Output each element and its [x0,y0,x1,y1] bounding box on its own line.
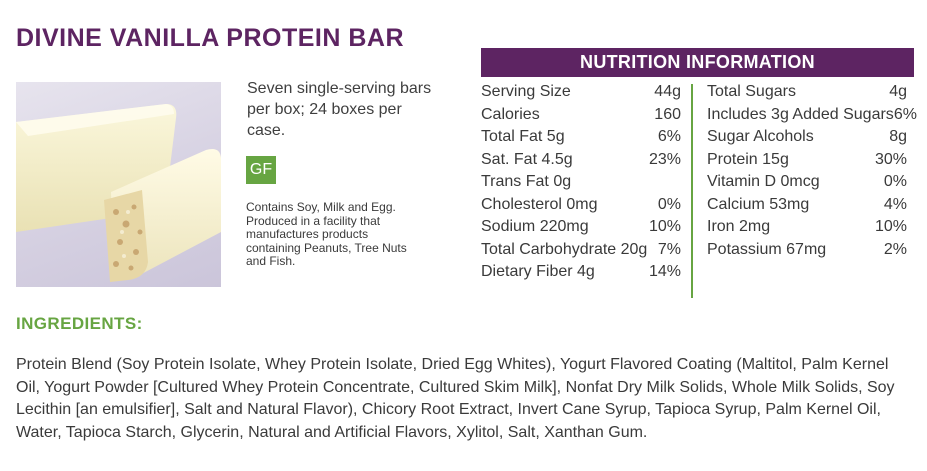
product-description: Seven single-serving bars per box; 24 bo… [247,80,432,139]
nutrient-value: 6% [657,128,681,145]
nutrient-label: Cholesterol 0mg [481,195,598,213]
ingredients-heading: INGREDIENTS: [16,314,143,333]
nutrient-label: Sodium 220mg [481,218,589,235]
nutrition-row: Vitamin D 0mcg 0% [707,171,907,194]
nutrition-row: Calories 160 [481,104,681,127]
nutrition-row: Total Sugars 4g [707,81,907,104]
nutrient-value: 0% [883,173,907,190]
nutrition-row: Protein 15g 30% [707,149,907,172]
allergen-note: Contains Soy, Milk and Egg. Produced in … [246,200,407,268]
nutrition-row: Iron 2mg 10% [707,216,907,239]
nutrient-value: 8g [889,128,907,145]
nutrient-label: Sat. Fat 4.5g [481,150,573,168]
protein-bar-image [16,104,221,282]
nutrition-column-left: Serving Size 44g Calories 160 Total Fat 5g… [481,81,681,284]
nutrient-label: Total Sugars [707,83,796,100]
nutrition-row: Total Carbohydrate 20g 7% [481,239,681,262]
nutrition-row: Trans Fat 0g [481,171,681,194]
nutrient-value: 14% [648,263,681,280]
nutrient-value: 4g [889,83,907,100]
nutrition-row: Total Fat 5g 6% [481,126,681,149]
nutrition-row: Includes 3g Added Sugars 6% [707,104,917,127]
nutrient-value: 0% [657,195,681,213]
nutrient-value: 10% [874,218,907,235]
nutrient-label: Iron 2mg [707,218,771,235]
nutrition-row: Sat. Fat 4.5g 23% [481,149,681,172]
nutrient-label: Dietary Fiber 4g [481,263,595,280]
nutrient-label: Potassium 67mg [707,240,827,258]
nutrient-label: Calcium 53mg [707,195,810,213]
nutrition-row: Serving Size 44g [481,81,681,104]
gluten-free-badge: GF [246,156,276,184]
nutrient-value: 2% [883,240,907,258]
nutrient-label: Calories [481,105,540,123]
nutrient-label: Protein 15g [707,150,789,168]
nutrient-value: 44g [654,83,681,100]
nutrition-column-right: Total Sugars 4g Includes 3g Added Sugars 6… [707,81,917,262]
nutrient-label: Sugar Alcohols [707,128,814,145]
nutrient-label: Total Fat 5g [481,128,565,145]
product-photo [16,82,221,287]
nutrient-value: 10% [648,218,681,235]
nutrient-label: Vitamin D 0mcg [707,173,820,190]
ingredients-text: Protein Blend (Soy Protein Isolate, Whey… [16,356,895,441]
nutrition-row: Sodium 220mg 10% [481,216,681,239]
nutrient-value: 160 [654,105,681,123]
nutrient-value: 6% [893,105,917,123]
nutrient-value: 7% [657,240,681,258]
nutrient-label: Total Carbohydrate 20g [481,240,648,258]
nutrition-row: Sugar Alcohols 8g [707,126,907,149]
nutrition-row: Potassium 67mg 2% [707,239,907,262]
nutrient-label: Serving Size [481,83,571,100]
nutrient-label: Trans Fat 0g [481,173,572,190]
column-divider [691,84,693,298]
nutrient-label: Includes 3g Added Sugars [707,105,894,123]
nutrition-row: Calcium 53mg 4% [707,194,907,217]
nutrition-header: NUTRITION INFORMATION [481,48,914,77]
nutrient-value: 30% [874,150,907,168]
nutrient-value: 23% [648,150,681,168]
nutrient-value: 4% [883,195,907,213]
nutrition-row: Cholesterol 0mg 0% [481,194,681,217]
product-title: DIVINE VANILLA PROTEIN BAR [16,24,405,52]
nutrition-row: Dietary Fiber 4g 14% [481,261,681,284]
